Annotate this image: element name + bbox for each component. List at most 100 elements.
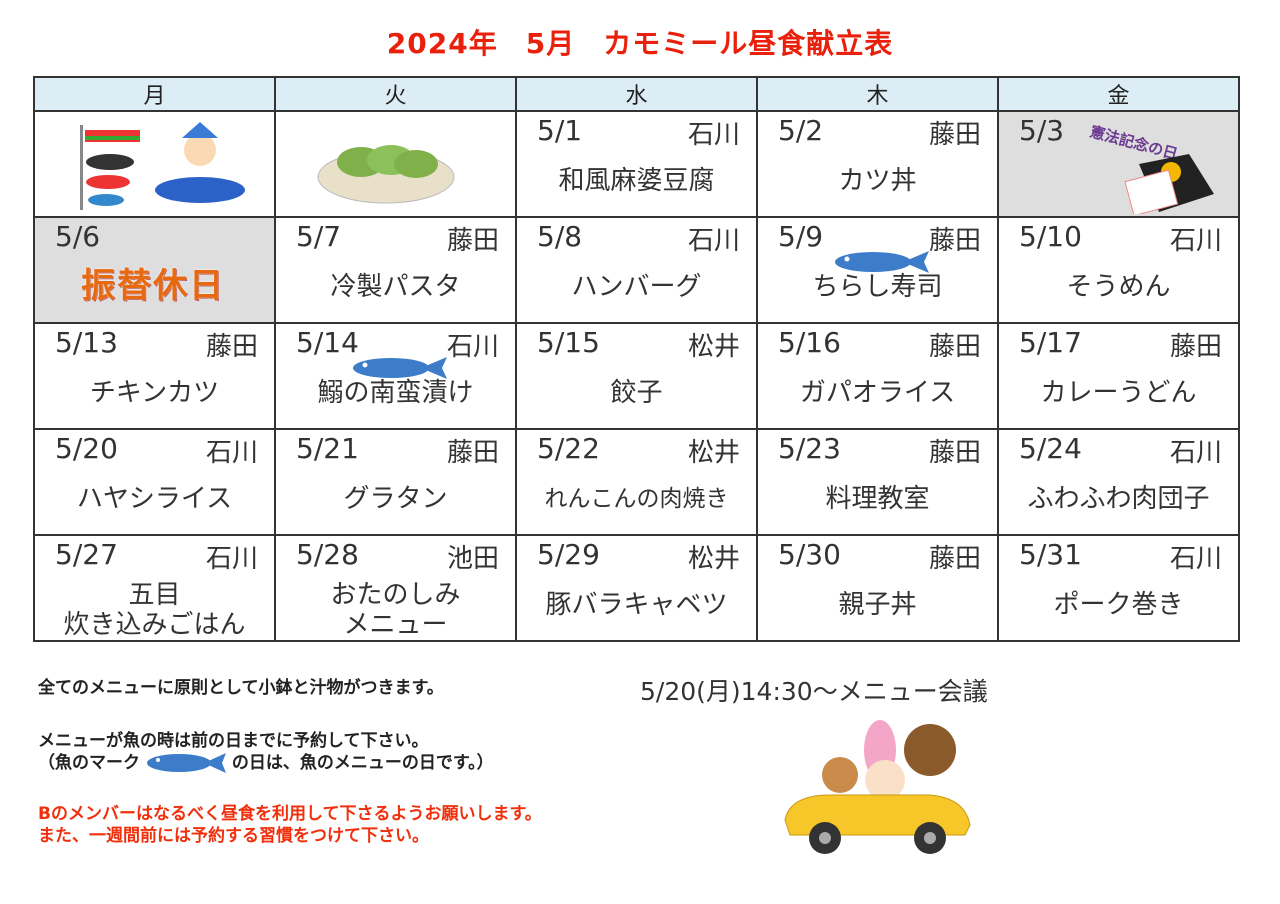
weekday-header: 水 xyxy=(515,76,758,112)
fish-mark-text: （魚のマーク xyxy=(38,753,140,773)
date-label: 5/17 xyxy=(1019,326,1082,359)
weekday-header: 月 xyxy=(33,76,276,112)
day-cell: 5/27 石川 五目 炊き込みごはん xyxy=(33,534,276,642)
menu-item: 五目 炊き込みごはん xyxy=(63,580,246,640)
title-year: 2024年 xyxy=(386,27,498,60)
koinobori-illustration xyxy=(80,122,245,210)
staff-name: 藤田 xyxy=(205,332,258,362)
day-cell: 5/3 憲法記念の日 xyxy=(997,110,1240,218)
day-cell: 5/20 石川 ハヤシライス xyxy=(33,428,276,536)
date-label: 5/3 xyxy=(1019,114,1065,147)
menu-item: そうめん xyxy=(1066,272,1171,302)
staff-name: 石川 xyxy=(687,226,740,256)
date-label: 5/20 xyxy=(55,432,118,465)
staff-name: 藤田 xyxy=(928,226,981,256)
date-label: 5/28 xyxy=(296,538,359,571)
date-label: 5/29 xyxy=(537,538,600,571)
staff-name: 池田 xyxy=(446,544,499,574)
menu-item: 料理教室 xyxy=(825,484,930,514)
menu-item: チキンカツ xyxy=(89,378,220,408)
menu-item: カツ丼 xyxy=(838,166,917,196)
date-label: 5/15 xyxy=(537,326,600,359)
day-cell: 5/22 松井 れんこんの肉焼き xyxy=(515,428,758,536)
day-cell: 5/23 藤田 料理教室 xyxy=(756,428,999,536)
date-label: 5/6 xyxy=(55,220,101,253)
day-cell: 5/8 石川ハンバーグ xyxy=(515,216,758,324)
staff-name: 石川 xyxy=(205,438,258,468)
day-cell: 5/1 石川和風麻婆豆腐 xyxy=(515,110,758,218)
day-cell: 5/30 藤田 親子丼 xyxy=(756,534,999,642)
note-fish-reserve: メニューが魚の時は前の日までに予約して下さい。 xyxy=(38,731,429,751)
day-cell: 5/21 藤田グラタン xyxy=(274,428,517,536)
note-fish-mark: （魚のマーク の日は、魚のメニューの日です。） xyxy=(38,752,494,774)
date-label: 5/13 xyxy=(55,326,118,359)
menu-item: 和風麻婆豆腐 xyxy=(558,166,715,196)
week-row: 5/27 石川 五目 炊き込みごはん 5/28 池田おたのしみ メニュー 5/29 松井豚バ… xyxy=(33,534,1240,642)
page-title: 2024年 5月 カモミール昼食献立表 xyxy=(0,22,1280,62)
date-label: 5/27 xyxy=(55,538,118,571)
staff-name: 石川 xyxy=(446,332,499,362)
date-label: 5/2 xyxy=(778,114,824,147)
day-cell: 5/10 石川そうめん xyxy=(997,216,1240,324)
day-cell: 5/9 藤田ちらし寿司 xyxy=(756,216,999,324)
day-cell: 5/28 池田おたのしみ メニュー xyxy=(274,534,517,642)
title-month: 5月 xyxy=(525,27,576,60)
staff-name: 石川 xyxy=(1169,438,1222,468)
menu-item: ハンバーグ xyxy=(571,272,702,302)
date-label: 5/7 xyxy=(296,220,342,253)
date-label: 5/9 xyxy=(778,220,824,253)
date-label: 5/22 xyxy=(537,432,600,465)
staff-name: 藤田 xyxy=(446,438,499,468)
title-name: カモミール昼食献立表 xyxy=(603,27,894,60)
weekday-header: 金 xyxy=(997,76,1240,112)
day-cell: 5/2 藤田 カツ丼 xyxy=(756,110,999,218)
staff-name: 石川 xyxy=(1169,226,1222,256)
day-cell: 5/6 振替休日 xyxy=(33,216,276,324)
staff-name: 藤田 xyxy=(928,544,981,574)
week-row: 5/1 石川和風麻婆豆腐 5/2 藤田 カツ丼 5/3 憲法記念の日 xyxy=(33,110,1240,218)
note-request-1: Bのメンバーはなるべく昼食を利用して下さるようお願いします。 xyxy=(38,804,542,824)
date-label: 5/30 xyxy=(778,538,841,571)
date-label: 5/8 xyxy=(537,220,583,253)
menu-item: ポーク巻き xyxy=(1053,590,1184,620)
date-label: 5/16 xyxy=(778,326,841,359)
day-cell: 5/17 藤田 カレーうどん xyxy=(997,322,1240,430)
staff-name: 藤田 xyxy=(928,438,981,468)
weekday-header: 火 xyxy=(274,76,517,112)
week-row: 5/20 石川 ハヤシライス 5/21 藤田 グラタン 5/22 松井 れんこんの肉焼き 5/23… xyxy=(33,428,1240,536)
menu-item: 餃子 xyxy=(610,378,663,408)
staff-name: 松井 xyxy=(687,332,740,362)
staff-name: 藤田 xyxy=(446,226,499,256)
menu-item: 豚バラキャベツ xyxy=(545,590,728,620)
menu-item: 鰯の南蛮漬け xyxy=(317,378,474,408)
staff-name: 藤田 xyxy=(928,332,981,362)
date-label: 5/14 xyxy=(296,326,359,359)
fish-icon xyxy=(351,356,447,384)
kashiwa-mochi-illustration xyxy=(317,145,455,204)
constitution-book-illustration xyxy=(1124,154,1214,214)
menu-item: 冷製パスタ xyxy=(330,272,461,302)
staff-name: 石川 xyxy=(687,120,740,150)
holiday-label: 振替休日 xyxy=(81,266,225,306)
week-row: 5/6 振替休日 5/7 藤田冷製パスタ 5/8 石川ハンバーグ 5/9 藤田ちらし寿司 5/1… xyxy=(33,216,1240,324)
date-label: 5/21 xyxy=(296,432,359,465)
date-label: 5/31 xyxy=(1019,538,1082,571)
menu-item: ガパオライス xyxy=(799,378,956,408)
menu-item: おたのしみ メニュー xyxy=(330,580,461,640)
day-cell: 5/15 松井 餃子 xyxy=(515,322,758,430)
menu-item: ちらし寿司 xyxy=(812,272,943,302)
date-label: 5/1 xyxy=(537,114,583,147)
menu-item: 親子丼 xyxy=(838,590,917,620)
date-label: 5/10 xyxy=(1019,220,1082,253)
menu-item: カレーうどん xyxy=(1040,378,1197,408)
day-cell: 5/13 藤田チキンカツ xyxy=(33,322,276,430)
staff-name: 松井 xyxy=(687,544,740,574)
week-row: 5/13 藤田チキンカツ 5/14 石川鰯の南蛮漬け 5/15 松井 餃子 5/16 藤田ガパオ… xyxy=(33,322,1240,430)
date-label: 5/24 xyxy=(1019,432,1082,465)
menu-item: グラタン xyxy=(343,484,448,514)
day-cell: 5/29 松井豚バラキャベツ xyxy=(515,534,758,642)
fish-icon xyxy=(146,753,226,773)
meeting-notice: 5/20(月)14:30～メニュー会議 xyxy=(640,677,988,706)
menu-calendar: 月火水木金 5/1 石川 和風麻婆豆腐 5/2 藤田 カツ丼 5/3 憲法記念の日 5/6 振替休… xyxy=(33,76,1240,642)
day-cell: 5/7 藤田冷製パスタ xyxy=(274,216,517,324)
